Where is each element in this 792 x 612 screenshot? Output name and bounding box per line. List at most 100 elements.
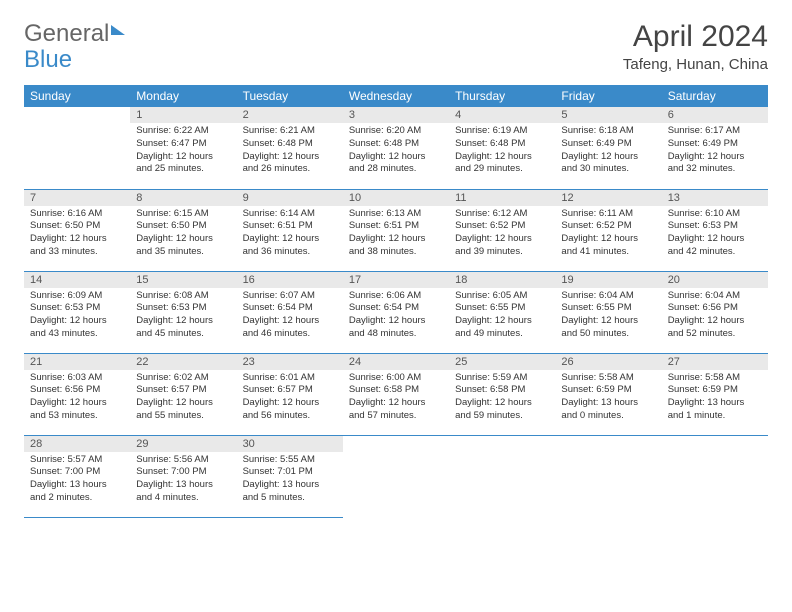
daylight-text-2: and 0 minutes. (561, 410, 655, 423)
day-number: 5 (555, 107, 661, 123)
sunrise-text: Sunrise: 6:07 AM (243, 290, 337, 303)
sunrise-text: Sunrise: 6:10 AM (668, 208, 762, 221)
day-content: Sunrise: 5:55 AMSunset: 7:01 PMDaylight:… (237, 452, 343, 509)
daylight-text-2: and 43 minutes. (30, 328, 124, 341)
calendar-day-cell: 21Sunrise: 6:03 AMSunset: 6:56 PMDayligh… (24, 353, 130, 435)
calendar-week-row: 7Sunrise: 6:16 AMSunset: 6:50 PMDaylight… (24, 189, 768, 271)
daylight-text-2: and 2 minutes. (30, 492, 124, 505)
sunrise-text: Sunrise: 5:57 AM (30, 454, 124, 467)
sunrise-text: Sunrise: 6:02 AM (136, 372, 230, 385)
sunrise-text: Sunrise: 6:11 AM (561, 208, 655, 221)
day-number: 6 (662, 107, 768, 123)
daylight-text-2: and 52 minutes. (668, 328, 762, 341)
weekday-header: Tuesday (237, 85, 343, 107)
daylight-text-2: and 56 minutes. (243, 410, 337, 423)
daylight-text-2: and 38 minutes. (349, 246, 443, 259)
calendar-day-cell: 15Sunrise: 6:08 AMSunset: 6:53 PMDayligh… (130, 271, 236, 353)
daylight-text-2: and 30 minutes. (561, 163, 655, 176)
daylight-text-1: Daylight: 12 hours (243, 233, 337, 246)
calendar-week-row: 28Sunrise: 5:57 AMSunset: 7:00 PMDayligh… (24, 435, 768, 517)
day-content: Sunrise: 6:05 AMSunset: 6:55 PMDaylight:… (449, 288, 555, 345)
day-number: 11 (449, 190, 555, 206)
day-number: 24 (343, 354, 449, 370)
sunset-text: Sunset: 6:53 PM (668, 220, 762, 233)
sunset-text: Sunset: 6:59 PM (668, 384, 762, 397)
logo: General (24, 20, 125, 48)
sunrise-text: Sunrise: 6:03 AM (30, 372, 124, 385)
calendar-day-cell: 1Sunrise: 6:22 AMSunset: 6:47 PMDaylight… (130, 107, 236, 189)
daylight-text-2: and 29 minutes. (455, 163, 549, 176)
daylight-text-2: and 42 minutes. (668, 246, 762, 259)
sunset-text: Sunset: 6:54 PM (243, 302, 337, 315)
daylight-text-1: Daylight: 12 hours (455, 397, 549, 410)
day-number: 14 (24, 272, 130, 288)
weekday-header: Sunday (24, 85, 130, 107)
logo-text-blue: Blue (24, 46, 72, 73)
day-content: Sunrise: 6:13 AMSunset: 6:51 PMDaylight:… (343, 206, 449, 263)
day-content: Sunrise: 5:59 AMSunset: 6:58 PMDaylight:… (449, 370, 555, 427)
location-label: Tafeng, Hunan, China (623, 56, 768, 73)
daylight-text-2: and 33 minutes. (30, 246, 124, 259)
calendar-day-cell: 23Sunrise: 6:01 AMSunset: 6:57 PMDayligh… (237, 353, 343, 435)
calendar-day-cell (662, 435, 768, 517)
sunset-text: Sunset: 6:53 PM (30, 302, 124, 315)
calendar-day-cell (24, 107, 130, 189)
day-number: 4 (449, 107, 555, 123)
day-content: Sunrise: 6:21 AMSunset: 6:48 PMDaylight:… (237, 123, 343, 180)
calendar-day-cell: 11Sunrise: 6:12 AMSunset: 6:52 PMDayligh… (449, 189, 555, 271)
daylight-text-1: Daylight: 12 hours (136, 151, 230, 164)
sunrise-text: Sunrise: 6:17 AM (668, 125, 762, 138)
calendar-day-cell: 3Sunrise: 6:20 AMSunset: 6:48 PMDaylight… (343, 107, 449, 189)
day-number: 7 (24, 190, 130, 206)
day-number: 17 (343, 272, 449, 288)
month-title: April 2024 (623, 20, 768, 54)
calendar-day-cell: 12Sunrise: 6:11 AMSunset: 6:52 PMDayligh… (555, 189, 661, 271)
daylight-text-1: Daylight: 13 hours (561, 397, 655, 410)
calendar-day-cell (449, 435, 555, 517)
sunset-text: Sunset: 6:57 PM (136, 384, 230, 397)
daylight-text-2: and 57 minutes. (349, 410, 443, 423)
sunset-text: Sunset: 6:48 PM (349, 138, 443, 151)
calendar-day-cell: 6Sunrise: 6:17 AMSunset: 6:49 PMDaylight… (662, 107, 768, 189)
sunrise-text: Sunrise: 6:22 AM (136, 125, 230, 138)
calendar-day-cell: 17Sunrise: 6:06 AMSunset: 6:54 PMDayligh… (343, 271, 449, 353)
day-content: Sunrise: 6:16 AMSunset: 6:50 PMDaylight:… (24, 206, 130, 263)
day-number: 23 (237, 354, 343, 370)
calendar-week-row: 21Sunrise: 6:03 AMSunset: 6:56 PMDayligh… (24, 353, 768, 435)
daylight-text-2: and 35 minutes. (136, 246, 230, 259)
calendar-day-cell: 24Sunrise: 6:00 AMSunset: 6:58 PMDayligh… (343, 353, 449, 435)
day-number: 12 (555, 190, 661, 206)
day-number: 13 (662, 190, 768, 206)
daylight-text-1: Daylight: 12 hours (455, 315, 549, 328)
day-content: Sunrise: 6:01 AMSunset: 6:57 PMDaylight:… (237, 370, 343, 427)
daylight-text-2: and 55 minutes. (136, 410, 230, 423)
day-content: Sunrise: 6:20 AMSunset: 6:48 PMDaylight:… (343, 123, 449, 180)
sunset-text: Sunset: 6:48 PM (455, 138, 549, 151)
sunrise-text: Sunrise: 6:19 AM (455, 125, 549, 138)
day-content: Sunrise: 6:09 AMSunset: 6:53 PMDaylight:… (24, 288, 130, 345)
day-content: Sunrise: 6:17 AMSunset: 6:49 PMDaylight:… (662, 123, 768, 180)
sunrise-text: Sunrise: 6:15 AM (136, 208, 230, 221)
daylight-text-2: and 46 minutes. (243, 328, 337, 341)
sunset-text: Sunset: 6:49 PM (668, 138, 762, 151)
sunset-text: Sunset: 6:55 PM (561, 302, 655, 315)
day-content: Sunrise: 6:11 AMSunset: 6:52 PMDaylight:… (555, 206, 661, 263)
sunrise-text: Sunrise: 6:05 AM (455, 290, 549, 303)
daylight-text-2: and 50 minutes. (561, 328, 655, 341)
daylight-text-2: and 26 minutes. (243, 163, 337, 176)
sunrise-text: Sunrise: 6:04 AM (668, 290, 762, 303)
calendar-day-cell: 28Sunrise: 5:57 AMSunset: 7:00 PMDayligh… (24, 435, 130, 517)
daylight-text-1: Daylight: 12 hours (243, 151, 337, 164)
sunrise-text: Sunrise: 6:01 AM (243, 372, 337, 385)
day-content: Sunrise: 6:04 AMSunset: 6:56 PMDaylight:… (662, 288, 768, 345)
sunset-text: Sunset: 6:55 PM (455, 302, 549, 315)
sunrise-text: Sunrise: 6:12 AM (455, 208, 549, 221)
daylight-text-2: and 59 minutes. (455, 410, 549, 423)
day-content: Sunrise: 6:07 AMSunset: 6:54 PMDaylight:… (237, 288, 343, 345)
day-content: Sunrise: 6:14 AMSunset: 6:51 PMDaylight:… (237, 206, 343, 263)
daylight-text-2: and 39 minutes. (455, 246, 549, 259)
calendar-day-cell: 2Sunrise: 6:21 AMSunset: 6:48 PMDaylight… (237, 107, 343, 189)
day-number: 9 (237, 190, 343, 206)
calendar-day-cell: 19Sunrise: 6:04 AMSunset: 6:55 PMDayligh… (555, 271, 661, 353)
daylight-text-1: Daylight: 12 hours (349, 397, 443, 410)
